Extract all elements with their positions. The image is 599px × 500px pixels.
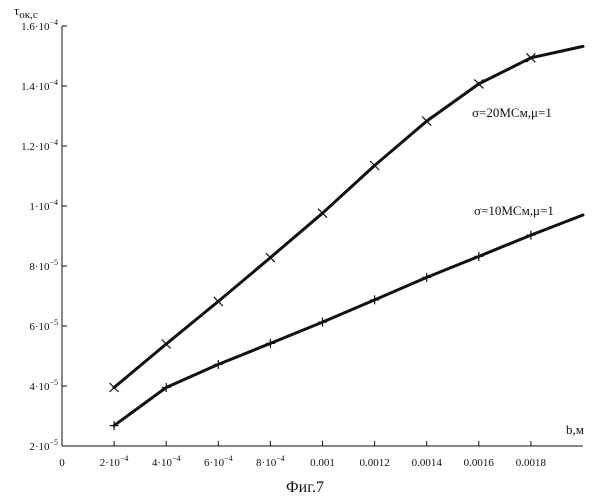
x-tick-label: 0.001 (310, 457, 335, 469)
data-point (214, 360, 223, 369)
y-tick-label: 6·10−5 (29, 318, 58, 333)
data-point (266, 253, 275, 262)
data-point (214, 297, 223, 306)
data-point (110, 383, 119, 392)
x-tick-label: 0.0012 (359, 457, 389, 469)
x-tick-label: 0.0014 (412, 457, 443, 469)
data-point (474, 252, 483, 261)
x-tick-label: 0.0018 (516, 457, 547, 469)
x-tick-label: 2·10−4 (100, 454, 129, 469)
series-label-1: σ=20МСм,μ=1 (472, 105, 552, 120)
figure-caption: Фиг.7 (286, 479, 324, 496)
x-tick-label: 0 (59, 457, 65, 469)
y-tick-label: 4·10−5 (29, 378, 58, 393)
series-line-2 (114, 215, 583, 426)
data-point (162, 340, 171, 349)
data-point (526, 231, 535, 240)
data-point (370, 295, 379, 304)
y-axis-label: τок,с (14, 3, 38, 21)
data-point (318, 209, 327, 218)
data-point (318, 318, 327, 327)
x-tick-label: 4·10−4 (152, 454, 181, 469)
series-label-2: σ=10МСм,μ=1 (474, 203, 554, 218)
y-tick-label: 2·10−5 (29, 438, 58, 453)
data-point (370, 161, 379, 170)
y-tick-label: 1·10−4 (29, 198, 58, 213)
x-axis-label: b,м (566, 422, 584, 437)
data-point (266, 339, 275, 348)
x-tick-label: 0.0016 (464, 457, 495, 469)
y-tick-label: 1.2·10−4 (21, 138, 58, 153)
y-tick-label: 8·10−5 (29, 258, 58, 273)
x-tick-label: 8·10−4 (256, 454, 285, 469)
y-tick-label: 1.4·10−4 (21, 78, 58, 93)
data-point (422, 117, 431, 126)
data-point (422, 273, 431, 282)
x-tick-label: 6·10−4 (204, 454, 233, 469)
